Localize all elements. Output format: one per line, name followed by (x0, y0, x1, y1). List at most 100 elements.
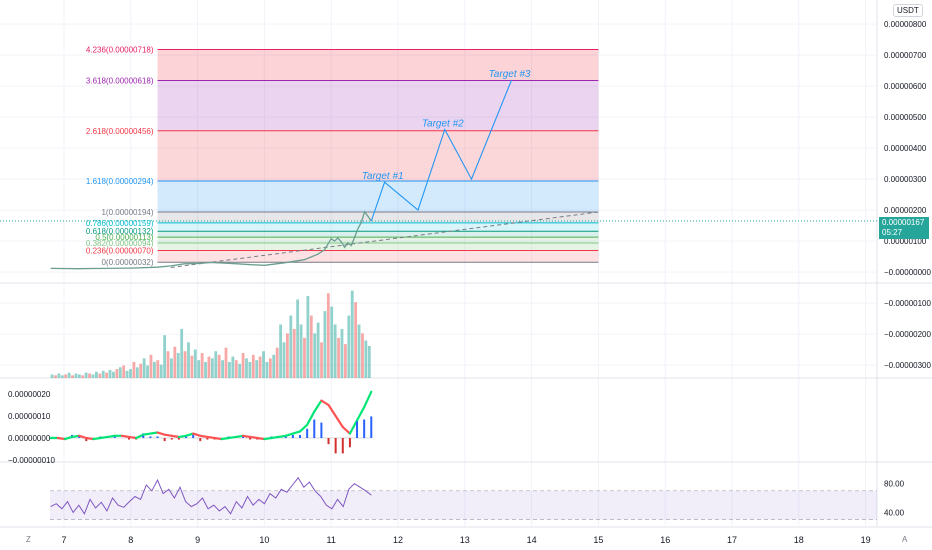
volume-bar-87 (347, 315, 351, 378)
volume-bar-56 (241, 353, 245, 378)
currency-button[interactable]: USDT (893, 4, 923, 17)
macd-segment-39 (320, 399, 330, 407)
volume-bar-6 (71, 375, 74, 378)
volume-bar-53 (231, 356, 235, 378)
macd-segment-19 (177, 434, 188, 438)
macd-segment-37 (306, 410, 316, 426)
fib-zone-0 (157, 49, 599, 81)
volume-bar-29 (149, 354, 153, 378)
volume-bar-19 (115, 369, 119, 378)
macd-segment-24 (213, 436, 223, 441)
macd-segment-14 (142, 432, 152, 436)
volume-bar-78 (316, 322, 320, 378)
fib-label-10: 0(0.00000032) (101, 258, 153, 267)
macd-segment-17 (163, 433, 173, 437)
volume-bar-36 (173, 346, 177, 378)
volume-bar-91 (361, 333, 364, 378)
fib-label-5: 0.786(0.00000159) (86, 219, 154, 228)
macd-hist-18 (177, 438, 180, 440)
price-tick-label-11: −0.00000300 (884, 361, 931, 370)
price-tick-label-1: 0.00000700 (884, 51, 927, 60)
volume-bar-35 (170, 358, 173, 378)
macd-hist-11 (128, 438, 131, 440)
macd-segment-20 (184, 432, 195, 437)
macd-segment-12 (127, 435, 138, 440)
volume-bar-18 (112, 371, 115, 378)
fib-label-6: 0.618(0.00000132) (86, 227, 154, 236)
price-tick-label-7: 0.00000100 (884, 237, 927, 246)
macd-hist-42 (348, 438, 351, 448)
price-tick-label-0: 0.00000800 (884, 20, 927, 29)
price-series-line (50, 210, 372, 270)
macd-segment-41 (334, 414, 344, 429)
macd-segment-34 (284, 432, 295, 437)
macd-segment-44 (355, 406, 366, 422)
volume-bar-69 (286, 333, 289, 378)
price-tick-label-3: 0.00000500 (884, 113, 927, 122)
volume-bar-72 (296, 299, 300, 378)
volume-bar-39 (183, 351, 187, 378)
macd-hist-19 (185, 436, 188, 438)
rsi-band (50, 490, 877, 520)
fib-zone-7 (157, 237, 599, 243)
fib-label-4: 1(0.00000194) (101, 208, 153, 217)
macd-hist-16 (163, 438, 166, 442)
time-tick-label-10: 17 (727, 535, 737, 545)
volume-bar-14 (98, 373, 102, 378)
fib-label-0: 4.236(0.00000718) (86, 46, 154, 55)
volume-bar-31 (156, 360, 160, 378)
volume-bar-27 (142, 358, 146, 378)
volume-bar-1 (54, 375, 57, 378)
volume-bar-71 (292, 328, 296, 378)
macd-segment-6 (85, 436, 95, 441)
volume-bar-20 (118, 367, 122, 378)
macd-hist-22 (206, 438, 209, 440)
price-tick-label-6: 0.00000200 (884, 206, 927, 215)
macd-hist-41 (341, 438, 344, 454)
volume-bar-2 (57, 373, 61, 378)
volume-bar-88 (350, 290, 354, 378)
volume-bar-44 (200, 353, 204, 378)
macd-segment-2 (56, 436, 66, 441)
volume-bar-86 (343, 344, 347, 378)
volume-bar-50 (221, 360, 225, 378)
macd-segment-11 (120, 434, 131, 438)
volume-bar-28 (146, 365, 149, 378)
auto-scale-button[interactable]: A (902, 535, 908, 544)
fib-label-7: 0.5(0.00000113) (95, 233, 153, 242)
volume-bar-63 (265, 361, 269, 378)
fib-label-2: 2.618(0.00000456) (86, 127, 154, 136)
time-zone-button[interactable]: Z (26, 535, 31, 544)
last-price-tag: 0.00000167 05:27 (879, 217, 929, 239)
volume-bar-52 (228, 361, 231, 378)
projection-path (370, 79, 513, 222)
volume-bar-13 (94, 371, 98, 378)
volume-bar-46 (207, 356, 211, 378)
volume-bar-43 (197, 360, 201, 378)
volume-bar-62 (262, 351, 265, 378)
volume-bar-74 (303, 337, 306, 378)
macd-segment-9 (106, 434, 116, 438)
trend-line (170, 211, 599, 268)
macd-segment-25 (220, 436, 230, 441)
macd-segment-42 (341, 425, 352, 435)
fib-zone-2 (157, 130, 599, 181)
volume-bar-24 (132, 361, 136, 378)
target-label-2: Target #2 (422, 119, 464, 130)
time-tick-label-7: 14 (527, 535, 537, 545)
volume-bar-4 (64, 374, 68, 378)
macd-hist-17 (170, 438, 173, 440)
macd-hist-4 (78, 436, 81, 438)
time-tick-label-8: 15 (593, 535, 603, 545)
volume-bar-77 (313, 333, 317, 378)
volume-bar-58 (248, 361, 252, 378)
volume-bar-80 (323, 311, 327, 378)
fib-zone-5 (157, 222, 599, 232)
macd-segment-30 (256, 436, 266, 441)
last-price-value: 0.00000167 (882, 218, 925, 227)
time-tick-label-6: 13 (460, 535, 470, 545)
macd-segment-8 (99, 435, 109, 440)
macd-segment-29 (249, 435, 259, 440)
volume-bar-7 (74, 373, 78, 378)
